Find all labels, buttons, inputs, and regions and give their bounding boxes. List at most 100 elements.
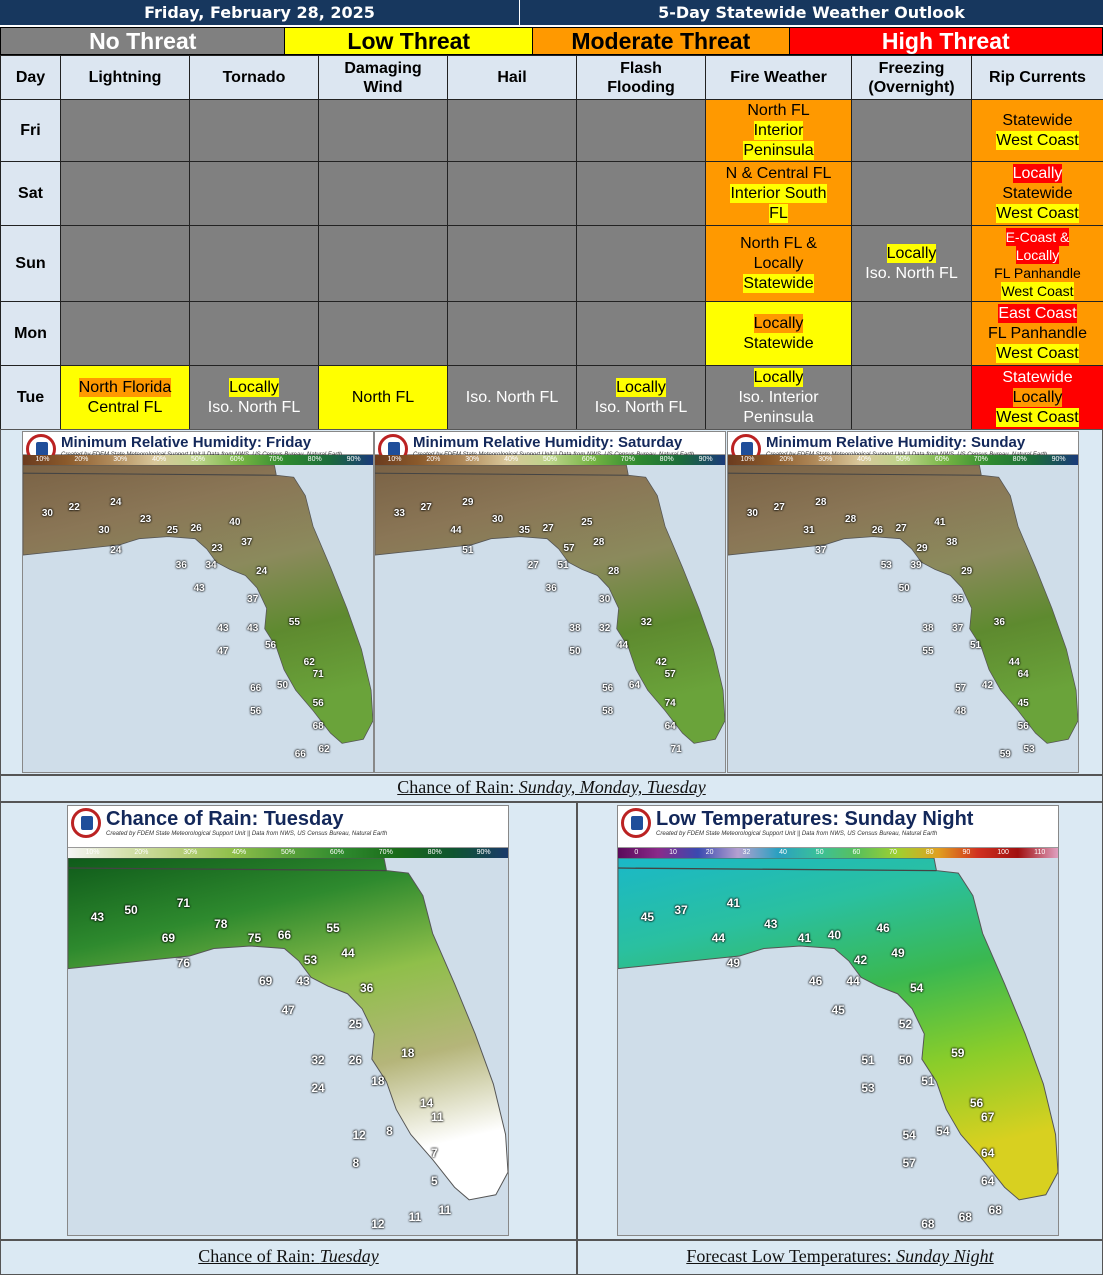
map-value-label: 33: [393, 508, 405, 520]
map-value-label: 24: [256, 565, 268, 577]
map-value-label: 69: [161, 931, 176, 946]
tornado-text: Iso. North FL: [207, 398, 301, 416]
scale-tick: 90%: [476, 849, 491, 856]
map-value-label: 7: [431, 1145, 438, 1160]
map-value-label: 27: [773, 502, 785, 514]
map-title: Chance of Rain: Tuesday: [106, 808, 344, 830]
caption-bar: [577, 1240, 1103, 1275]
caption-low-temps[interactable]: Forecast Low Temperatures: Sunday Night: [686, 1246, 994, 1266]
map-value-label: 52: [898, 1017, 913, 1032]
map-value-label: 38: [946, 536, 958, 548]
fire-text: Peninsula: [743, 408, 814, 426]
scale-tick: 60%: [581, 456, 596, 463]
freezing-cell: Locally Iso. North FL: [851, 225, 972, 302]
scale-tick: 10%: [35, 456, 50, 463]
map-value-label: 55: [922, 645, 934, 657]
map-value-label: 26: [871, 525, 883, 537]
report-date: Friday, February 28, 2025: [0, 0, 520, 25]
scale-tick: 30%: [818, 456, 833, 463]
map-value-label: 47: [281, 1002, 295, 1017]
map-value-label: 41: [934, 516, 946, 528]
florida-land: [728, 465, 1078, 744]
fire-text: Statewide: [743, 334, 814, 352]
lightning-cell: North Florida Central FL: [60, 365, 190, 430]
map-value-label: 40: [827, 927, 842, 942]
flood-cell: [576, 225, 706, 302]
table-row: Fri North FL Interior Peninsula Statewid…: [0, 99, 1103, 162]
map-credit: Created by FDEM State Meteorological Sup…: [656, 831, 938, 837]
flood-cell: [576, 99, 706, 162]
legend-high-threat: High Threat: [789, 28, 1102, 54]
map-value-label: 50: [569, 645, 581, 657]
map-value-label: 36: [545, 582, 557, 594]
map-value-label: 42: [655, 657, 667, 669]
map-value-label: 25: [166, 525, 178, 537]
map-value-label: 54: [936, 1124, 950, 1139]
scale-tick: 60: [852, 849, 861, 856]
rip-text: West Coast: [996, 130, 1079, 150]
map-value-label: 22: [68, 502, 80, 514]
map-value-label: 44: [450, 525, 462, 537]
scale-tick: 50%: [191, 456, 206, 463]
lightning-text: Central FL: [87, 398, 163, 416]
report-title: 5-Day Statewide Weather Outlook: [658, 3, 965, 22]
fire-text: Locally: [753, 313, 804, 333]
map-value-label: 27: [527, 559, 539, 571]
fire-text: North FL: [747, 101, 810, 119]
map-value-label: 64: [664, 720, 676, 732]
florida-land: [618, 858, 1058, 1201]
map-value-label: 56: [250, 706, 262, 718]
map-header: Minimum Relative Humidity: SaturdayCreat…: [375, 432, 725, 464]
map-value-label: 49: [726, 956, 741, 971]
map-value-label: 66: [294, 749, 306, 761]
flood-text: Iso. North FL: [594, 398, 688, 416]
map-value-label: 68: [958, 1209, 972, 1224]
freezing-cell: [851, 365, 972, 430]
hail-cell: [447, 161, 577, 226]
map-value-label: 50: [898, 582, 910, 594]
map-value-label: 54: [902, 1127, 916, 1142]
map-value-label: 64: [1017, 668, 1029, 680]
map-value-label: 66: [277, 927, 292, 942]
map-value-label: 42: [981, 680, 994, 692]
col-hail: Hail: [447, 55, 577, 100]
map-value-label: 76: [176, 956, 191, 971]
map-header: Chance of Rain: Tuesday Created by FDEM S…: [68, 806, 508, 848]
map-value-label: 56: [969, 1095, 984, 1110]
legend-no-threat: No Threat: [1, 28, 286, 54]
scale-tick: 90%: [346, 456, 361, 463]
map-value-label: 58: [602, 706, 614, 718]
map-value-label: 44: [711, 931, 726, 946]
map-value-label: 43: [296, 974, 310, 989]
rh-friday-map: Minimum Relative Humidity: FridayCreated…: [22, 431, 374, 773]
rip-cell: Locally Statewide West Coast: [971, 161, 1103, 226]
map-value-label: 27: [420, 502, 432, 514]
scale-tick: 90: [962, 849, 971, 856]
map-value-label: 24: [311, 1081, 325, 1096]
map-value-label: 57: [664, 668, 676, 680]
map-header: Minimum Relative Humidity: SundayCreated…: [728, 432, 1078, 464]
col-damaging-wind: Damaging Wind: [318, 55, 448, 100]
caption-rain-multi[interactable]: Chance of Rain: Sunday, Monday, Tuesday: [397, 777, 706, 797]
rip-text: E-Coast &: [1005, 227, 1070, 246]
map-title: Minimum Relative Humidity: Sunday: [766, 434, 1026, 451]
map-value-label: 25: [348, 1017, 363, 1032]
scale-tick: 80%: [1012, 456, 1027, 463]
map-value-label: 8: [386, 1124, 393, 1139]
rip-text: FL Panhandle: [987, 324, 1088, 342]
fire-text: Interior: [753, 120, 804, 140]
map-value-label: 31: [803, 525, 815, 537]
rip-text: FL Panhandle: [994, 264, 1081, 281]
rip-text: Statewide: [1002, 184, 1073, 202]
map-value-label: 30: [98, 525, 110, 537]
caption-rain-tuesday[interactable]: Chance of Rain: Tuesday: [198, 1246, 379, 1266]
rip-text: Locally: [1012, 387, 1063, 407]
map-value-label: 68: [988, 1202, 1002, 1217]
table-row: Tue North Florida Central FL Locally Iso…: [0, 365, 1103, 430]
lightning-cell: [60, 225, 190, 302]
map-value-label: 43: [193, 582, 205, 594]
map-value-label: 51: [557, 559, 569, 571]
map-value-label: 49: [891, 945, 905, 960]
map-value-label: 36: [359, 981, 374, 996]
fire-text: Statewide: [743, 273, 814, 293]
